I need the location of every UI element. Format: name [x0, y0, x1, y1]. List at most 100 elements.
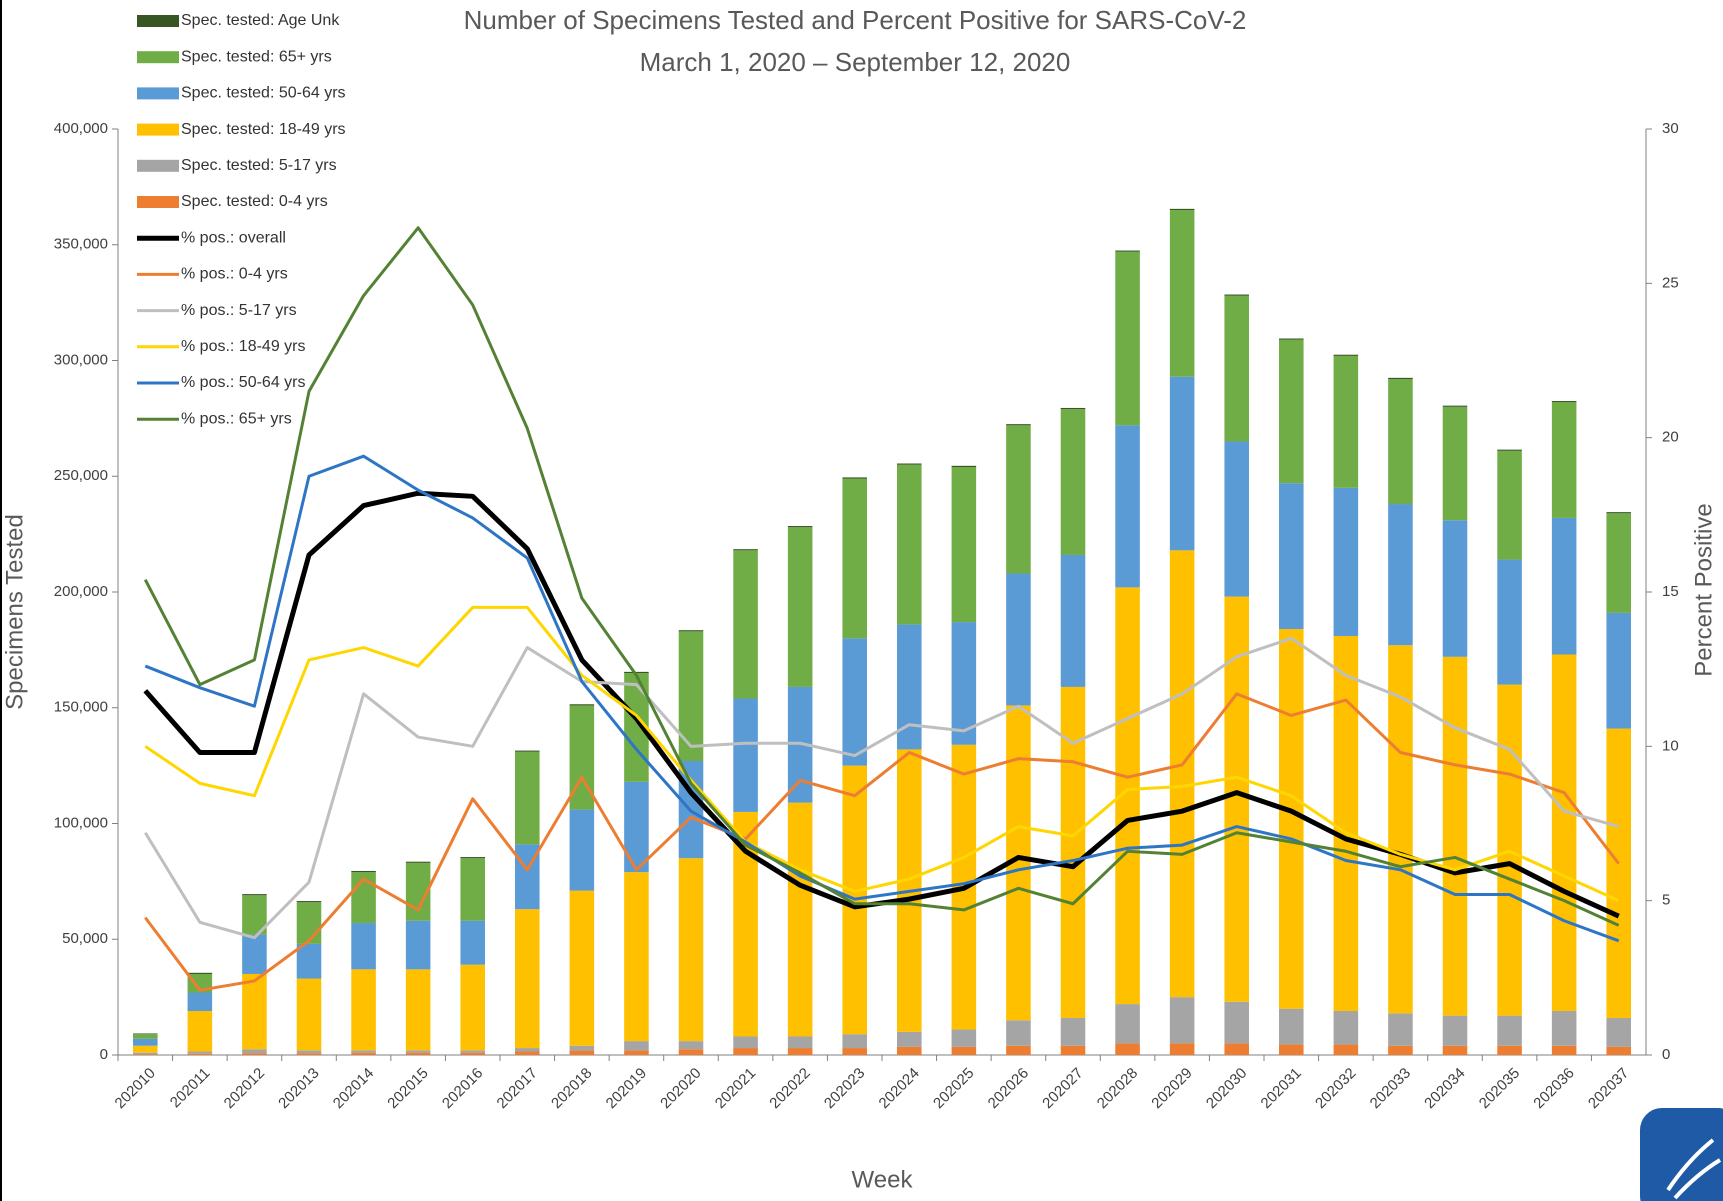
- legend-swatch: [137, 51, 179, 64]
- bar-segment: [1333, 635, 1359, 1012]
- legend-label: % pos.: 0-4 yrs: [181, 266, 288, 283]
- x-tick-label: 202016: [439, 1065, 486, 1112]
- x-tick-label: 202017: [494, 1065, 541, 1112]
- legend-swatch: [137, 87, 179, 100]
- chart-subtitle: March 1, 2020 – September 12, 2020: [640, 47, 1071, 77]
- bar-segment: [187, 1053, 213, 1055]
- bar-segment: [1224, 294, 1249, 296]
- bar-segment: [1169, 997, 1195, 1044]
- bar-segment: [296, 901, 322, 903]
- bar-segment: [460, 964, 485, 1051]
- bar-segment: [1497, 450, 1522, 560]
- bar-segment: [1333, 354, 1359, 356]
- bar-segment: [897, 463, 922, 465]
- bar-segment: [787, 526, 813, 528]
- bar-segment: [1279, 1008, 1304, 1045]
- bar-segment: [1388, 1045, 1413, 1055]
- bar-segment: [787, 1048, 813, 1055]
- legend-swatch: [137, 15, 179, 27]
- bar-segment: [1551, 654, 1577, 1012]
- bar-segment: [897, 1031, 922, 1047]
- bar-segment: [242, 934, 267, 974]
- bar-segment: [624, 872, 649, 1042]
- x-tick-label: 202013: [275, 1065, 322, 1112]
- bar-segment: [951, 466, 977, 623]
- y2-tick-label: 5: [1662, 892, 1670, 909]
- bar-segment: [569, 1050, 595, 1055]
- legend-label: % pos.: 18-49 yrs: [181, 338, 306, 355]
- y2-axis-title: Percent Positive: [1690, 503, 1717, 676]
- bar-segment: [296, 1053, 322, 1055]
- bar-segment: [1224, 1001, 1249, 1044]
- bar-segment: [842, 477, 867, 479]
- bar-segment: [1279, 338, 1304, 340]
- y-tick-label: 300,000: [54, 351, 108, 368]
- y-tick-label: 50,000: [62, 930, 108, 947]
- bar-segment: [515, 1048, 540, 1052]
- bar-segment: [897, 464, 922, 625]
- bar-segment: [515, 751, 540, 845]
- x-tick-label: 202024: [876, 1065, 923, 1112]
- bar-segment: [1333, 355, 1359, 488]
- bar-segment: [187, 972, 213, 974]
- bar-segment: [1551, 1011, 1577, 1046]
- y-tick-label: 150,000: [54, 699, 108, 716]
- x-tick-label: 202028: [1094, 1065, 1141, 1112]
- x-tick-label: 202019: [603, 1065, 650, 1112]
- bar-segment: [1442, 1045, 1468, 1055]
- bar-segment: [133, 1052, 158, 1055]
- legend-label: Spec. tested: 0-4 yrs: [181, 193, 328, 210]
- bar-segment: [405, 920, 431, 970]
- bar-segment: [624, 1041, 649, 1051]
- bar-segment: [1606, 1017, 1631, 1047]
- bar-segment: [187, 992, 213, 1012]
- bar-segment: [1224, 295, 1249, 442]
- bar-segment: [1224, 441, 1249, 597]
- bar-segment: [460, 920, 485, 965]
- bar-segment: [187, 1051, 213, 1054]
- bar-segment: [405, 1050, 431, 1053]
- bar-segment: [351, 969, 376, 1051]
- bar-segment: [1551, 1045, 1577, 1055]
- bar-segment: [515, 1051, 540, 1055]
- y2-tick-label: 20: [1662, 429, 1679, 446]
- x-tick-label: 202025: [930, 1065, 977, 1112]
- x-tick-label: 202022: [766, 1065, 813, 1112]
- chart-title: Number of Specimens Tested and Percent P…: [464, 5, 1247, 35]
- bar-segment: [242, 1053, 267, 1055]
- bar-segment: [405, 969, 431, 1051]
- bar-segment: [1606, 612, 1631, 729]
- bar-segment: [1388, 645, 1413, 1014]
- y-tick-label: 350,000: [54, 236, 108, 253]
- bar-segment: [787, 1036, 813, 1049]
- bar-segment: [296, 1050, 322, 1054]
- bar-segment: [1060, 409, 1086, 555]
- bar-segment: [1606, 512, 1631, 514]
- bar-segment: [1388, 377, 1413, 380]
- bar-segment: [1388, 1013, 1413, 1046]
- bar-segment: [1333, 1011, 1359, 1045]
- x-tick-label: 202027: [1039, 1065, 1086, 1112]
- bar-segment: [842, 478, 867, 639]
- y-axis-title: Specimens Tested: [1, 514, 28, 710]
- legend-label: Spec. tested: 5-17 yrs: [181, 157, 337, 174]
- logo: [1640, 1108, 1723, 1201]
- x-tick-label: 202029: [1148, 1065, 1195, 1112]
- bar-segment: [1333, 487, 1359, 636]
- bar-segment: [842, 638, 867, 766]
- y2-tick-label: 15: [1662, 583, 1679, 600]
- legend-swatch: [137, 196, 179, 208]
- line-series: [143, 226, 1620, 927]
- bar-segment: [733, 1036, 758, 1049]
- x-tick-label: 202032: [1312, 1065, 1359, 1112]
- x-tick-label: 202023: [821, 1065, 868, 1112]
- bar-segment: [1442, 406, 1468, 521]
- x-tick-label: 202026: [985, 1065, 1032, 1112]
- line-series: [144, 605, 1620, 903]
- bar-segment: [351, 1052, 376, 1055]
- x-tick-label: 202018: [548, 1065, 595, 1112]
- legend-swatch: [137, 123, 179, 136]
- bar-segment: [569, 890, 595, 1046]
- bar-segment: [1006, 424, 1031, 426]
- bar-segment: [951, 622, 977, 745]
